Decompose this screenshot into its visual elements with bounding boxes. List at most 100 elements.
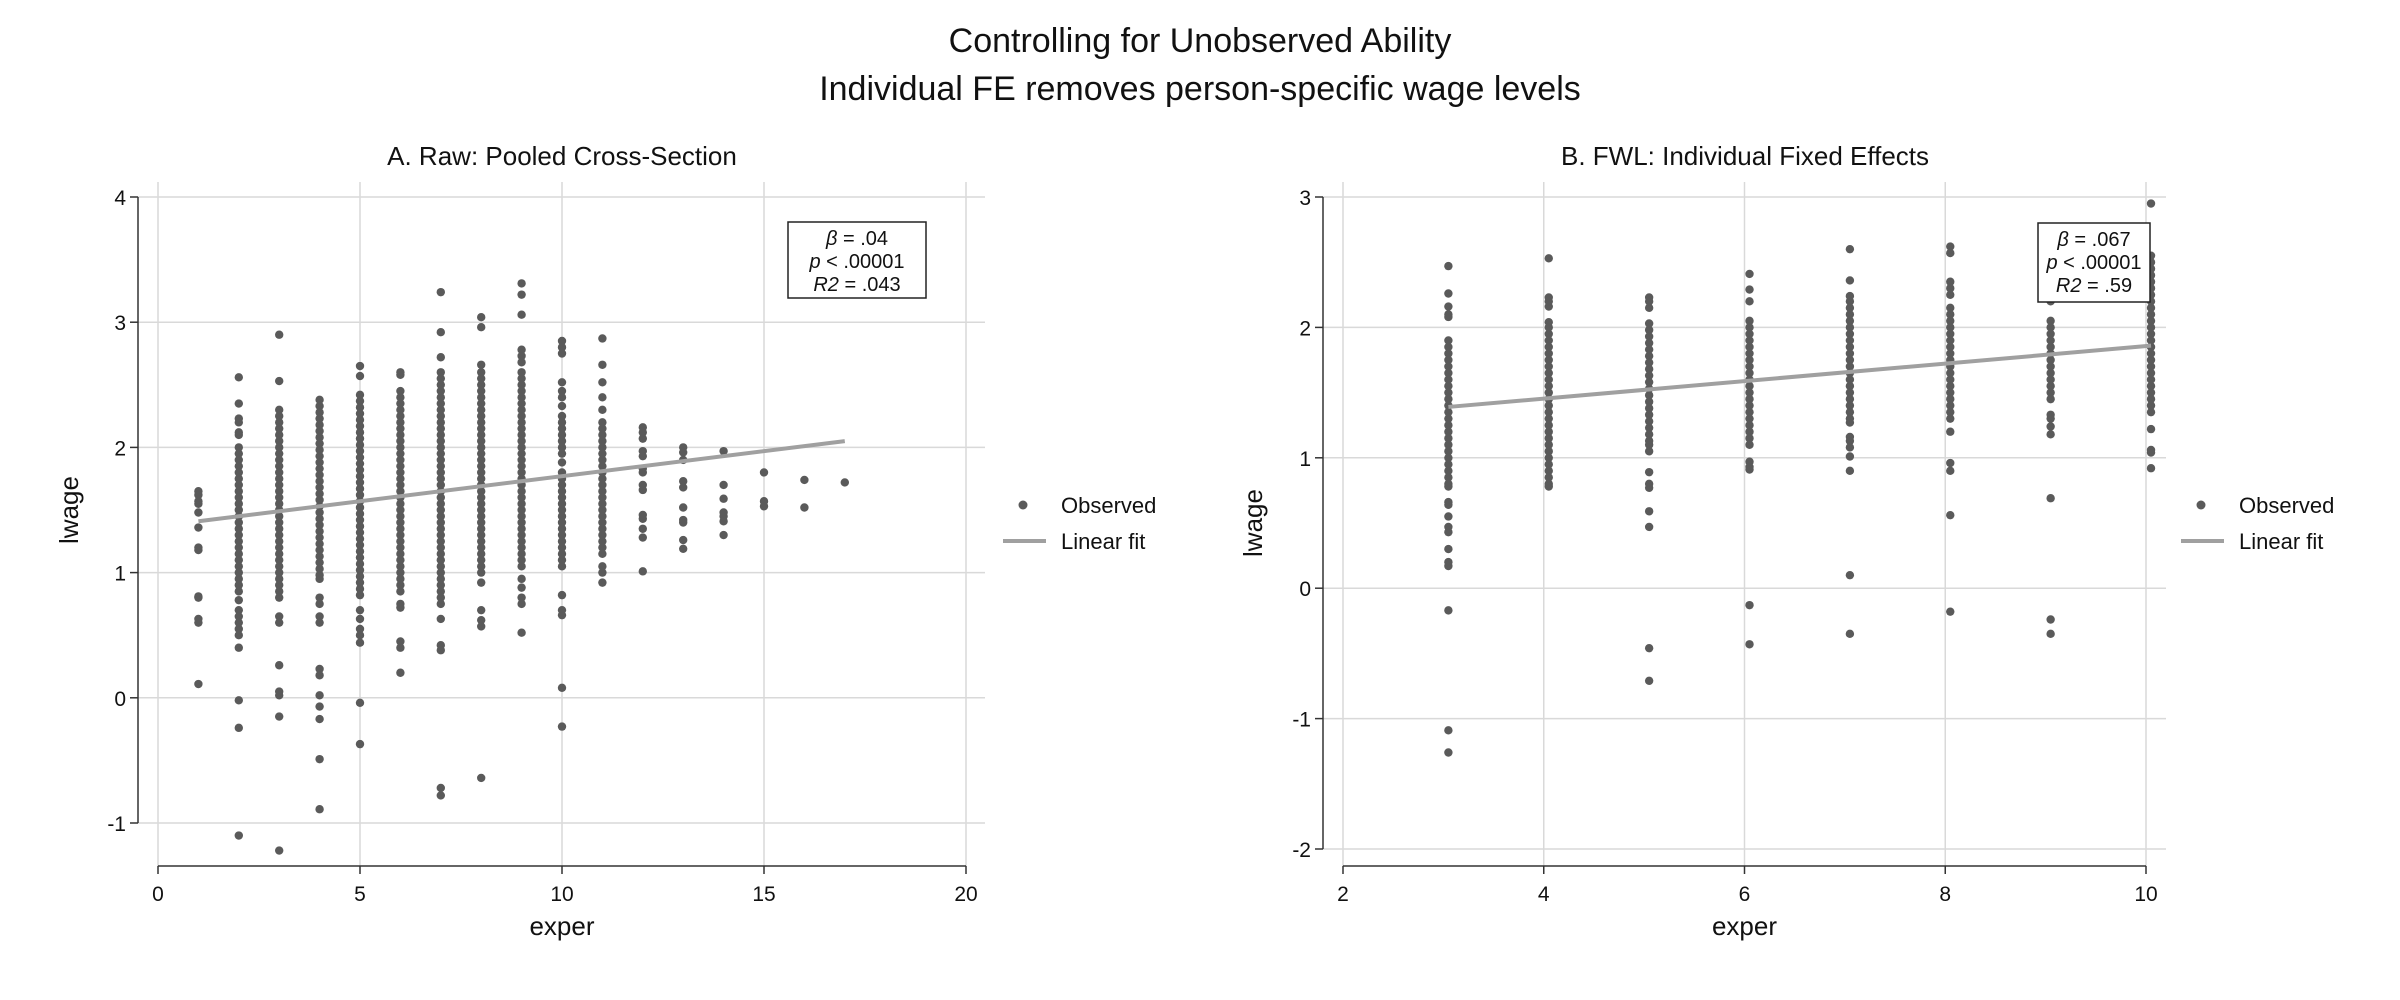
x-tick-label: 10 xyxy=(550,883,573,906)
data-point xyxy=(1544,466,1553,476)
data-point xyxy=(517,599,526,609)
data-point xyxy=(396,505,405,515)
y-tick-label: -1 xyxy=(1292,709,1311,732)
y-tick-label: -2 xyxy=(1292,839,1311,862)
stats-value: = .067 xyxy=(2069,229,2131,251)
data-point xyxy=(194,490,203,500)
data-point xyxy=(396,436,405,446)
data-point xyxy=(355,396,365,406)
data-point xyxy=(598,578,607,587)
data-point xyxy=(1946,375,1955,384)
data-point xyxy=(396,461,405,471)
data-point xyxy=(234,399,243,408)
data-point xyxy=(477,393,486,402)
data-point xyxy=(275,530,284,540)
data-point xyxy=(355,371,365,381)
data-point xyxy=(396,643,405,652)
data-point xyxy=(557,443,567,452)
data-point xyxy=(275,543,284,552)
data-point xyxy=(436,474,445,483)
data-point xyxy=(396,587,405,596)
data-point xyxy=(517,468,526,477)
data-point xyxy=(436,393,445,402)
data-point xyxy=(234,549,243,559)
legend-label-fit: Linear fit xyxy=(2239,529,2323,554)
data-point xyxy=(436,424,445,433)
data-point xyxy=(275,612,284,621)
data-point xyxy=(517,424,526,433)
data-point xyxy=(275,518,284,527)
data-point xyxy=(477,518,486,527)
data-point xyxy=(234,696,243,705)
data-point xyxy=(1444,466,1453,476)
data-point xyxy=(1946,310,1955,319)
data-point xyxy=(355,572,365,581)
data-point xyxy=(396,512,405,521)
data-point xyxy=(1845,349,1855,358)
data-point xyxy=(1444,561,1453,571)
data-point xyxy=(477,411,486,421)
data-point xyxy=(1745,269,1754,279)
data-point xyxy=(234,461,243,471)
data-point xyxy=(2046,430,2055,439)
data-point xyxy=(355,490,365,500)
data-point xyxy=(1845,336,1855,345)
data-point xyxy=(194,523,203,532)
data-point xyxy=(598,493,607,502)
data-point xyxy=(1444,342,1453,352)
data-point xyxy=(557,449,567,458)
data-point xyxy=(234,518,243,527)
data-point xyxy=(1644,345,1654,354)
data-point xyxy=(517,310,526,319)
data-point xyxy=(436,436,445,446)
data-point xyxy=(234,530,243,540)
data-point xyxy=(315,593,324,602)
data-point xyxy=(1745,285,1754,294)
data-point xyxy=(477,543,486,552)
data-point xyxy=(1745,414,1754,423)
data-point xyxy=(1544,342,1553,352)
data-point xyxy=(477,386,486,396)
data-point xyxy=(1845,244,1855,254)
data-point xyxy=(436,461,445,471)
data-point xyxy=(1544,329,1553,339)
data-point xyxy=(355,614,365,624)
data-point xyxy=(436,449,445,458)
data-point xyxy=(517,351,526,361)
data-point xyxy=(477,461,486,471)
data-point xyxy=(598,449,607,458)
data-point xyxy=(396,424,405,433)
legend-marker-observed xyxy=(1018,500,1028,510)
data-point xyxy=(477,312,486,322)
data-point xyxy=(2046,422,2055,431)
data-point xyxy=(1946,381,1955,391)
data-point xyxy=(355,453,365,462)
data-point xyxy=(315,702,324,711)
data-point xyxy=(517,487,526,496)
data-point xyxy=(1946,349,1955,358)
data-point xyxy=(1444,375,1453,384)
data-point xyxy=(315,671,324,680)
data-point xyxy=(1745,401,1754,410)
data-point xyxy=(1745,427,1754,436)
data-point xyxy=(436,374,445,383)
data-point xyxy=(1544,447,1553,456)
data-point xyxy=(2046,329,2055,339)
data-point xyxy=(1946,401,1955,410)
data-point xyxy=(1544,427,1553,436)
data-point xyxy=(396,468,405,477)
data-point xyxy=(2146,401,2156,410)
data-point xyxy=(275,618,284,627)
data-point xyxy=(477,468,486,477)
data-point xyxy=(1845,407,1855,417)
data-point xyxy=(275,587,284,596)
data-point xyxy=(557,493,567,502)
data-point xyxy=(234,723,243,733)
data-point xyxy=(477,368,486,377)
data-point xyxy=(275,405,284,415)
data-point xyxy=(759,468,769,477)
data-point xyxy=(315,477,324,486)
data-point xyxy=(1644,430,1654,439)
data-point xyxy=(355,739,365,749)
